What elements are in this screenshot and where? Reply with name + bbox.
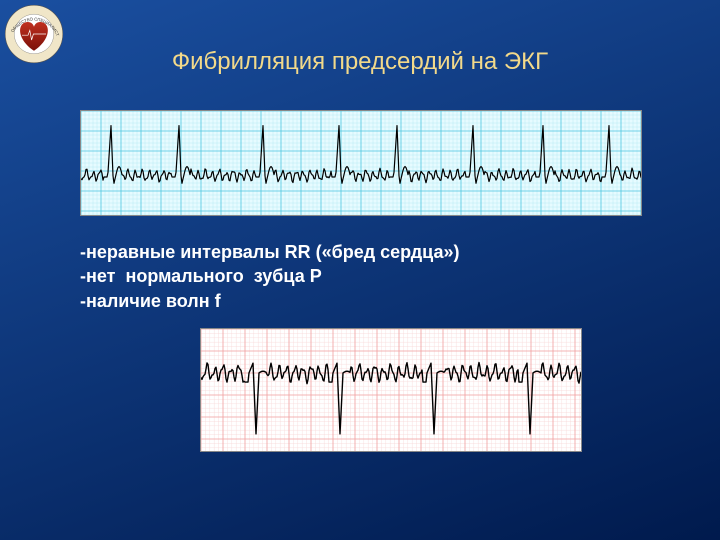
bullet-item: -неравные интервалы RR («бред сердца») <box>80 240 459 264</box>
bullets-list: -неравные интервалы RR («бред сердца») -… <box>80 240 459 313</box>
slide-title: Фибрилляция предсердий на ЭКГ <box>0 48 720 76</box>
ecg-strip-bottom <box>200 328 582 452</box>
ecg-strip-top <box>80 110 642 216</box>
bullet-item: -нет нормального зубца Р <box>80 264 459 288</box>
bullet-item: -наличие волн f <box>80 289 459 313</box>
slide: ОБЩЕСТВО СПЕЦИАЛИСТОВ Фибрилляция предсе… <box>0 0 720 540</box>
